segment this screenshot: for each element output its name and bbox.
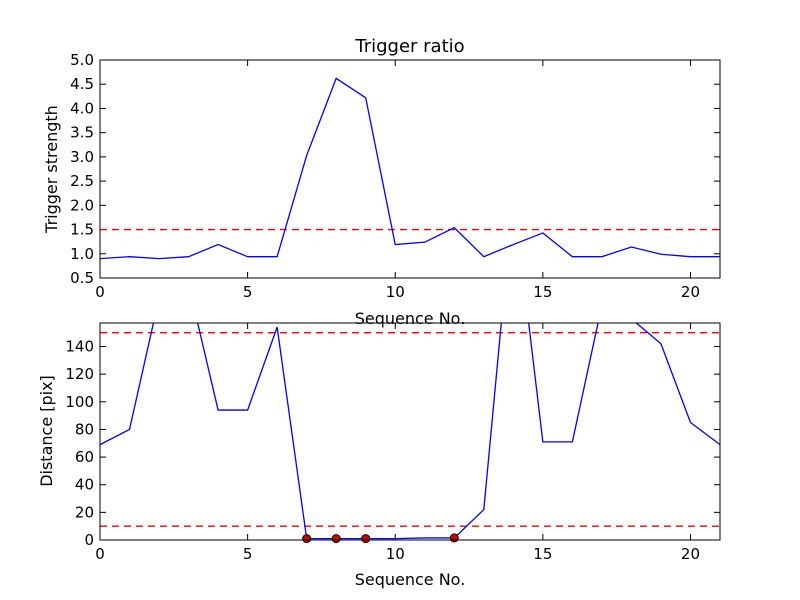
top-chart: Trigger ratio 0 5 10 15 20 0.5 1.0 1.5 2.0 2.5 3.0…: [42, 36, 721, 328]
top-y-tick-label: 3.5: [70, 124, 94, 142]
top-series: [100, 77, 720, 260]
top-series-line: [100, 77, 720, 260]
top-y-tick-label: 5.0: [70, 51, 94, 69]
top-x-tick-label: 20: [681, 283, 700, 301]
top-plot-frame: [99, 59, 721, 279]
bottom-data-marker: [449, 533, 459, 543]
bottom-x-axis-label: Sequence No.: [355, 570, 466, 589]
bottom-y-tick-label: 80: [75, 420, 94, 438]
bottom-y-tick-label: 60: [75, 448, 94, 466]
top-y-axis-label: Trigger strength: [42, 105, 61, 234]
bottom-y-tick-label: 140: [65, 337, 94, 355]
top-y-tick-label: 4.0: [70, 99, 94, 117]
top-y-tick-label: 1.5: [70, 221, 94, 239]
top-y-tick-label: 2.0: [70, 196, 94, 214]
top-y-tick-label: 1.0: [70, 245, 94, 263]
bottom-y-tick-label: 100: [65, 393, 94, 411]
bottom-y-tick-label: 120: [65, 365, 94, 383]
bottom-y-tick-label: 40: [75, 476, 94, 494]
bottom-markers: [302, 533, 459, 544]
top-y-tick-label: 0.5: [70, 269, 94, 287]
top-y-tick-label: 2.5: [70, 172, 94, 190]
bottom-plot-frame: [99, 322, 721, 541]
bottom-data-marker: [331, 534, 341, 544]
top-x-axis-label: Sequence No.: [355, 309, 466, 328]
bottom-data-marker: [302, 534, 312, 544]
bottom-x-tick-label: 10: [386, 545, 405, 563]
bottom-series: [100, 323, 720, 540]
top-x-tick-label: 15: [533, 283, 552, 301]
bottom-threshold-lines: [100, 332, 720, 527]
chart-title: Trigger ratio: [354, 36, 464, 57]
bottom-x-tick-label: 5: [243, 545, 253, 563]
bottom-x-tick-label: 0: [95, 545, 105, 563]
bottom-data-marker: [361, 534, 371, 544]
top-y-tick-label: 4.5: [70, 75, 94, 93]
top-chart-ticks: 0 5 10 15 20 0.5 1.0 1.5 2.0 2.5 3.0 3.5 4.0 4.5 5.0: [70, 51, 720, 301]
bottom-y-axis-label: Distance [pix]: [37, 375, 56, 487]
bottom-x-tick-label: 15: [533, 545, 552, 563]
top-x-tick-label: 10: [386, 283, 405, 301]
bottom-y-tick-label: 20: [75, 503, 94, 521]
top-x-tick-label: 5: [243, 283, 253, 301]
top-y-tick-label: 3.0: [70, 148, 94, 166]
bottom-y-tick-label: 0: [84, 531, 94, 549]
bottom-x-tick-label: 20: [681, 545, 700, 563]
top-x-tick-label: 0: [95, 283, 105, 301]
bottom-series-line: [100, 323, 720, 540]
bottom-chart-ticks: 0 5 10 15 20 0 20 40 60 80 100 120 140: [65, 323, 720, 563]
